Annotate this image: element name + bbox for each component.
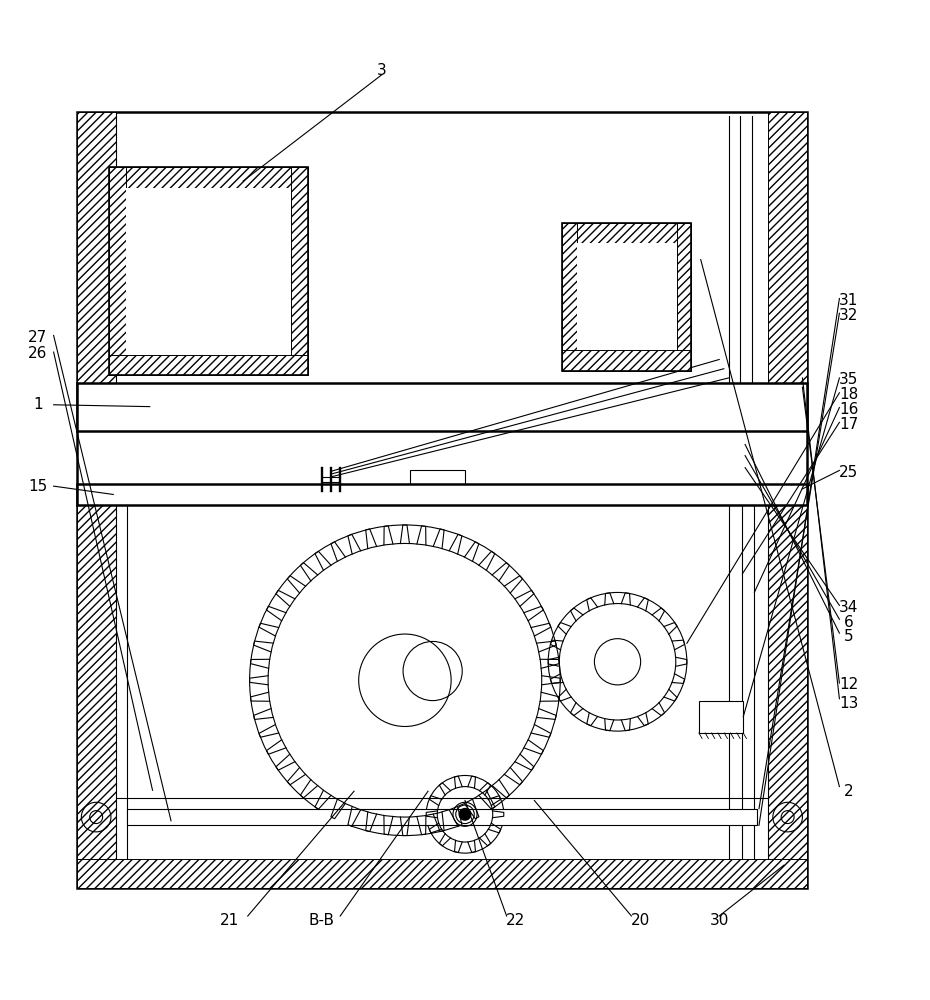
- Bar: [409, 470, 465, 484]
- Bar: [109, 167, 126, 375]
- Bar: [109, 167, 308, 188]
- Circle shape: [437, 787, 493, 842]
- Bar: [768, 112, 807, 383]
- Bar: [698, 701, 743, 733]
- Bar: [77, 112, 115, 383]
- Text: 22: 22: [506, 913, 525, 928]
- Text: 18: 18: [839, 387, 858, 402]
- Text: 2: 2: [844, 784, 854, 799]
- Text: 20: 20: [631, 913, 650, 928]
- Text: 16: 16: [839, 402, 858, 417]
- Text: 12: 12: [839, 677, 858, 692]
- Bar: [77, 383, 807, 431]
- Bar: [77, 484, 807, 505]
- Polygon shape: [548, 592, 687, 731]
- Text: 15: 15: [28, 479, 47, 494]
- Text: 30: 30: [710, 913, 729, 928]
- Circle shape: [268, 543, 542, 817]
- Text: 34: 34: [839, 600, 858, 615]
- Bar: [768, 505, 807, 859]
- Bar: [577, 243, 677, 350]
- Bar: [291, 167, 308, 375]
- Text: 27: 27: [28, 330, 47, 345]
- Text: 6: 6: [844, 615, 854, 630]
- Text: 35: 35: [839, 372, 858, 387]
- Text: 1: 1: [33, 397, 43, 412]
- Polygon shape: [426, 775, 504, 853]
- Bar: [562, 223, 692, 243]
- Text: 3: 3: [377, 63, 387, 78]
- Bar: [677, 223, 692, 371]
- Bar: [562, 350, 692, 371]
- Bar: [109, 355, 308, 375]
- Bar: [562, 223, 692, 371]
- Text: 31: 31: [839, 293, 858, 308]
- Text: B-B: B-B: [309, 913, 335, 928]
- Text: 5: 5: [844, 629, 854, 644]
- Text: 13: 13: [839, 696, 858, 711]
- Circle shape: [458, 808, 472, 821]
- Bar: [77, 112, 807, 888]
- Text: 32: 32: [839, 308, 858, 323]
- Bar: [109, 167, 308, 375]
- Text: 21: 21: [219, 913, 239, 928]
- Polygon shape: [249, 525, 560, 836]
- Text: 26: 26: [28, 346, 47, 361]
- Text: 17: 17: [839, 417, 858, 432]
- Bar: [126, 188, 291, 355]
- Bar: [77, 505, 115, 859]
- Bar: [126, 809, 757, 825]
- Circle shape: [559, 604, 676, 720]
- Bar: [562, 223, 577, 371]
- Bar: [77, 859, 807, 888]
- Text: 25: 25: [839, 465, 858, 480]
